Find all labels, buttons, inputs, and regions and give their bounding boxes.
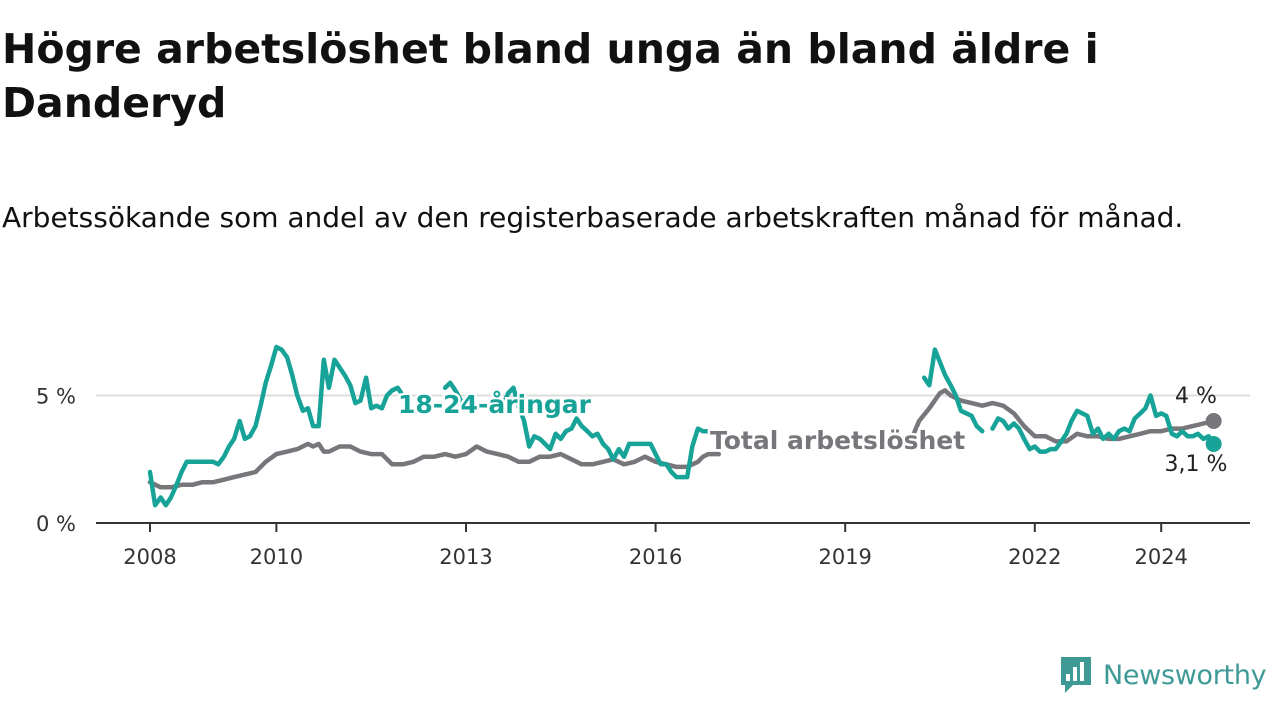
- series-line-segment: [500, 385, 722, 480]
- brand-name: Newsworthy: [1103, 659, 1267, 691]
- end-label-youth: 3,1 %: [1165, 452, 1228, 477]
- series-line-segment: [921, 347, 985, 434]
- end-marker-total: [1205, 413, 1222, 429]
- series-label-total: Total arbetslöshet: [710, 426, 965, 455]
- chart-subtitle: Arbetssökande som andel av den registerb…: [2, 201, 1184, 234]
- end-marker-youth: [1205, 435, 1222, 452]
- series-line-segment: [442, 380, 469, 408]
- series-labels: 18-24-åringar Total arbetslöshet: [396, 388, 968, 458]
- series-total: [147, 388, 1216, 490]
- x-tick-label: 2013: [439, 545, 492, 569]
- x-tick-label: 2016: [629, 545, 682, 569]
- y-tick-label: 0 %: [36, 512, 76, 536]
- x-axis-ticks: 2008 2010 2013 2016 2019 2022 2024: [123, 523, 1188, 569]
- chart-title: Högre arbetslöshet bland unga än bland ä…: [2, 25, 1099, 127]
- x-tick-label: 2019: [818, 545, 871, 569]
- x-tick-label: 2008: [123, 545, 176, 569]
- y-tick-label: 5 %: [36, 385, 76, 409]
- series-lines: [147, 344, 1216, 508]
- x-tick-label: 2024: [1134, 545, 1187, 569]
- line-chart: 0 % 5 % 2008 2010 2013 2016 2019 2022 2024 18-2…: [36, 344, 1250, 569]
- series-line-segment: [990, 393, 1216, 454]
- newsworthy-logo-icon: [1061, 657, 1091, 693]
- end-label-total: 4 %: [1175, 384, 1217, 409]
- x-tick-label: 2010: [250, 545, 303, 569]
- newsworthy-logo[interactable]: Newsworthy: [1059, 655, 1267, 695]
- end-markers: [1205, 413, 1222, 452]
- y-axis-tick-labels: 0 % 5 %: [36, 385, 76, 537]
- series-line-segment: [147, 344, 406, 508]
- series-line-segment: [147, 441, 722, 490]
- series-youth: [147, 344, 1216, 508]
- x-tick-label: 2022: [1008, 545, 1061, 569]
- series-label-youth: 18-24-åringar: [398, 390, 592, 419]
- series-line-segment: [906, 388, 1216, 449]
